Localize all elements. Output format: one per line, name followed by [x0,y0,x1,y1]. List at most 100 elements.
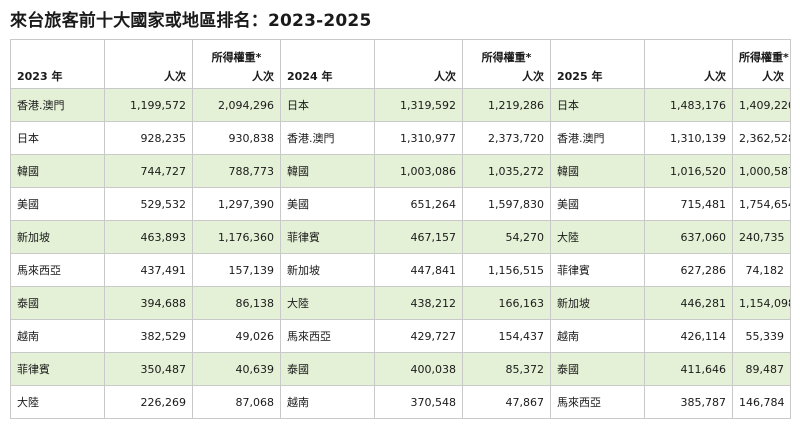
country-2023: 馬來西亞 [10,253,105,287]
header-weighted-unit: 人次 [522,70,544,83]
table-row: 泰國 394,688 86,138 大陸 438,212 166,163 新加坡… [10,286,791,320]
header-weighted-label: 所得權重* [481,51,532,64]
country-2025: 越南 [550,319,645,353]
weighted-2025: 1,154,098 [732,286,791,320]
table-row: 美國 529,532 1,297,390 美國 651,264 1,597,83… [10,187,791,221]
header-weighted-unit: 人次 [762,70,784,83]
visits-2024: 438,212 [374,286,463,320]
visits-2025: 1,310,139 [644,121,733,155]
table-row: 越南 382,529 49,026 馬來西亞 429,727 154,437 越… [10,319,791,353]
weighted-2023: 1,297,390 [192,187,281,221]
weighted-2024: 1,597,830 [462,187,551,221]
country-2024: 香港.澳門 [280,121,375,155]
country-2025: 韓國 [550,154,645,188]
country-2023: 泰國 [10,286,105,320]
header-visits-2023: 人次 [104,39,193,89]
visits-2025: 426,114 [644,319,733,353]
header-visits-2025: 人次 [644,39,733,89]
visits-2023: 463,893 [104,220,193,254]
weighted-2024: 54,270 [462,220,551,254]
country-2024: 大陸 [280,286,375,320]
country-2025: 香港.澳門 [550,121,645,155]
weighted-2023: 40,639 [192,352,281,386]
visits-2024: 1,003,086 [374,154,463,188]
country-2024: 韓國 [280,154,375,188]
country-2023: 韓國 [10,154,105,188]
table-header: 2023 年 人次 所得權重* 人次 2024 年 人次 所得權重* 人次 20… [10,39,791,89]
weighted-2023: 86,138 [192,286,281,320]
weighted-2024: 47,867 [462,385,551,419]
visits-2023: 1,199,572 [104,88,193,122]
header-weighted-unit: 人次 [252,70,274,83]
visits-2023: 437,491 [104,253,193,287]
visits-2023: 529,532 [104,187,193,221]
weighted-2025: 1,754,654 [732,187,791,221]
visits-2024: 447,841 [374,253,463,287]
visits-2024: 1,319,592 [374,88,463,122]
visits-2025: 1,016,520 [644,154,733,188]
visits-2024: 370,548 [374,385,463,419]
country-2025: 新加坡 [550,286,645,320]
visits-2024: 400,038 [374,352,463,386]
table-row: 日本 928,235 930,838 香港.澳門 1,310,977 2,373… [10,121,791,155]
visits-2023: 382,529 [104,319,193,353]
page-title: 來台旅客前十大國家或地區排名：2023-2025 [10,11,372,31]
table-row: 新加坡 463,893 1,176,360 菲律賓 467,157 54,270… [10,220,791,254]
country-2025: 菲律賓 [550,253,645,287]
visits-2024: 467,157 [374,220,463,254]
country-2024: 美國 [280,187,375,221]
visits-2023: 394,688 [104,286,193,320]
visits-2023: 928,235 [104,121,193,155]
weighted-2023: 1,176,360 [192,220,281,254]
visits-2023: 350,487 [104,352,193,386]
weighted-2023: 49,026 [192,319,281,353]
header-weighted-2025: 所得權重* 人次 [732,39,791,89]
country-2025: 日本 [550,88,645,122]
country-2025: 馬來西亞 [550,385,645,419]
header-weighted-2024: 所得權重* 人次 [462,39,551,89]
weighted-2024: 1,156,515 [462,253,551,287]
country-2024: 新加坡 [280,253,375,287]
visits-2025: 637,060 [644,220,733,254]
country-2023: 日本 [10,121,105,155]
weighted-2024: 166,163 [462,286,551,320]
country-2025: 大陸 [550,220,645,254]
country-2023: 香港.澳門 [10,88,105,122]
country-2024: 越南 [280,385,375,419]
weighted-2024: 1,219,286 [462,88,551,122]
weighted-2025: 240,735 [732,220,791,254]
table-row: 韓國 744,727 788,773 韓國 1,003,086 1,035,27… [10,154,791,188]
weighted-2023: 930,838 [192,121,281,155]
weighted-2025: 1,409,220 [732,88,791,122]
visits-2025: 715,481 [644,187,733,221]
weighted-2025: 146,784 [732,385,791,419]
header-weighted-label: 所得權重* [211,51,262,64]
visits-2025: 446,281 [644,286,733,320]
country-2025: 泰國 [550,352,645,386]
header-visits-2024: 人次 [374,39,463,89]
country-2024: 日本 [280,88,375,122]
weighted-2024: 154,437 [462,319,551,353]
visits-2024: 651,264 [374,187,463,221]
table-row: 馬來西亞 437,491 157,139 新加坡 447,841 1,156,5… [10,253,791,287]
weighted-2024: 1,035,272 [462,154,551,188]
weighted-2024: 85,372 [462,352,551,386]
weighted-2023: 788,773 [192,154,281,188]
visits-2025: 1,483,176 [644,88,733,122]
country-2023: 新加坡 [10,220,105,254]
visits-2025: 411,646 [644,352,733,386]
table-row: 香港.澳門 1,199,572 2,094,296 日本 1,319,592 1… [10,88,791,122]
ranking-table-container: 2023 年 人次 所得權重* 人次 2024 年 人次 所得權重* 人次 20… [10,39,791,419]
country-2025: 美國 [550,187,645,221]
header-weighted-2023: 所得權重* 人次 [192,39,281,89]
visits-2024: 1,310,977 [374,121,463,155]
header-weighted-label: 所得權重* [739,51,789,64]
visits-2023: 744,727 [104,154,193,188]
header-year-2024: 2024 年 [280,39,375,89]
weighted-2025: 1,000,587 [732,154,791,188]
weighted-2025: 55,339 [732,319,791,353]
header-year-2025: 2025 年 [550,39,645,89]
weighted-2025: 2,362,528 [732,121,791,155]
table-row: 大陸 226,269 87,068 越南 370,548 47,867 馬來西亞… [10,385,791,419]
country-2023: 菲律賓 [10,352,105,386]
